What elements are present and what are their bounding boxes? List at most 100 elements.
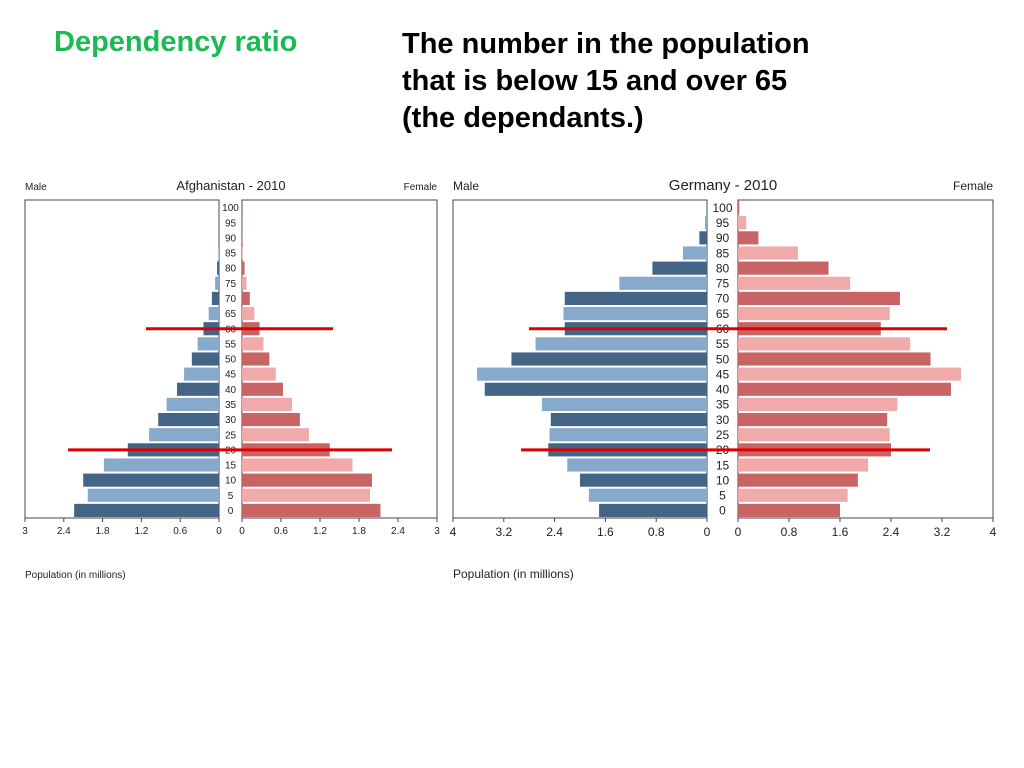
- male-bar: [103, 458, 219, 472]
- definition-text: The number in the population that is bel…: [402, 26, 962, 137]
- female-bar: [738, 503, 840, 517]
- male-bar: [191, 352, 219, 366]
- female-bar: [738, 307, 890, 321]
- definition-line: (the dependants.): [402, 102, 644, 134]
- age-label: 15: [225, 461, 237, 472]
- male-label: Male: [25, 182, 47, 193]
- male-bar: [550, 413, 707, 427]
- age-label: 30: [225, 415, 237, 426]
- age-label: 85: [716, 246, 730, 260]
- x-axis-label: Population (in millions): [453, 567, 574, 581]
- age-label: 75: [225, 279, 237, 290]
- age-label: 55: [225, 339, 237, 350]
- female-bar: [738, 382, 951, 396]
- female-bar: [738, 352, 931, 366]
- age-label: 25: [225, 430, 237, 441]
- female-bar: [738, 367, 962, 381]
- male-bar: [158, 413, 219, 427]
- female-bar: [242, 382, 283, 396]
- female-bar: [242, 367, 276, 381]
- x-tick-label: 3.2: [934, 525, 951, 539]
- male-bar: [217, 261, 219, 275]
- female-bar: [242, 397, 293, 411]
- x-tick-label: 1.8: [352, 526, 366, 537]
- male-bar: [567, 458, 707, 472]
- age-label: 70: [225, 294, 237, 305]
- age-label: 55: [716, 337, 730, 351]
- female-bar: [738, 201, 740, 215]
- male-label: Male: [453, 179, 479, 193]
- x-tick-label: 4: [990, 525, 997, 539]
- x-tick-label: 1.2: [134, 526, 148, 537]
- age-label: 80: [716, 261, 730, 275]
- male-bar: [184, 367, 219, 381]
- female-bar: [242, 291, 250, 305]
- male-bar: [74, 503, 219, 517]
- age-label: 0: [719, 504, 726, 518]
- age-label: 65: [716, 307, 730, 321]
- female-bar: [738, 337, 911, 351]
- female-bar: [738, 216, 747, 230]
- male-bar: [564, 291, 707, 305]
- female-bar: [738, 276, 851, 290]
- male-bar: [197, 337, 219, 351]
- male-bar: [477, 367, 707, 381]
- age-label: 70: [716, 292, 730, 306]
- male-bar: [218, 246, 219, 260]
- female-bar: [738, 458, 869, 472]
- female-bar: [738, 428, 890, 442]
- x-tick-label: 1.8: [96, 526, 110, 537]
- female-bar: [242, 246, 243, 260]
- female-bar: [738, 261, 829, 275]
- x-axis-label: Population (in millions): [25, 570, 126, 581]
- age-label: 85: [225, 249, 237, 260]
- female-bar: [738, 397, 898, 411]
- x-tick-label: 0: [239, 526, 245, 537]
- male-bar: [511, 352, 707, 366]
- age-label: 5: [228, 491, 234, 502]
- male-bar: [699, 231, 707, 245]
- female-bar: [242, 503, 381, 517]
- x-tick-label: 4: [450, 525, 457, 539]
- age-label: 65: [225, 309, 237, 320]
- age-label: 45: [225, 370, 237, 381]
- age-label: 90: [225, 233, 237, 244]
- female-bar: [242, 413, 300, 427]
- male-bar: [563, 307, 707, 321]
- definition-line: that is below 15 and over 65: [402, 65, 788, 97]
- chart-title: Germany - 2010: [669, 177, 777, 194]
- age-label: 10: [716, 473, 730, 487]
- age-label: 5: [719, 489, 726, 503]
- x-tick-label: 2.4: [883, 525, 900, 539]
- female-bar: [738, 473, 858, 487]
- male-bar: [580, 473, 707, 487]
- x-tick-label: 2.4: [391, 526, 405, 537]
- female-bar: [242, 261, 245, 275]
- female-label: Female: [953, 179, 993, 193]
- age-label: 10: [225, 476, 237, 487]
- x-tick-label: 3: [434, 526, 440, 537]
- female-bar: [242, 337, 264, 351]
- female-bar: [738, 413, 888, 427]
- age-label: 35: [716, 398, 730, 412]
- male-bar: [211, 291, 219, 305]
- female-label: Female: [404, 182, 438, 193]
- page-heading: Dependency ratio: [54, 26, 298, 58]
- age-label: 45: [716, 367, 730, 381]
- male-bar: [535, 337, 707, 351]
- male-bar: [87, 488, 219, 502]
- x-tick-label: 1.6: [832, 525, 849, 539]
- chart-title: Afghanistan - 2010: [176, 178, 285, 193]
- age-label: 50: [225, 355, 237, 366]
- age-label: 80: [225, 264, 237, 275]
- definition-line: The number in the population: [402, 28, 810, 60]
- female-bar: [738, 246, 798, 260]
- male-bar: [176, 382, 219, 396]
- female-bar: [738, 291, 900, 305]
- male-bar: [588, 488, 707, 502]
- female-bar: [738, 231, 759, 245]
- x-tick-label: 1.6: [597, 525, 614, 539]
- age-label: 50: [716, 352, 730, 366]
- age-label: 35: [225, 400, 237, 411]
